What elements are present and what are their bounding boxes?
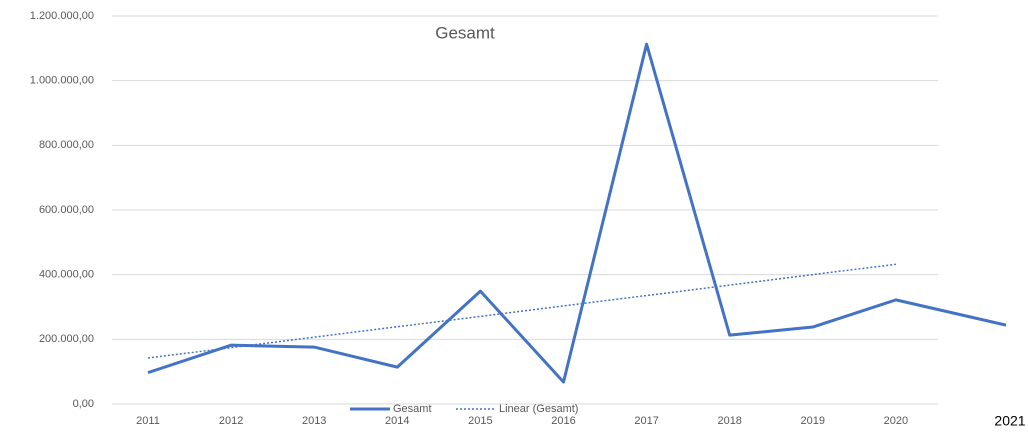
x-tick-label: 2020 — [884, 415, 908, 427]
legend-label: Gesamt — [393, 403, 432, 415]
x-tick-label: 2021 — [994, 413, 1025, 429]
chart-title: Gesamt — [435, 23, 495, 42]
legend-label: Linear (Gesamt) — [499, 403, 578, 415]
y-tick-label: 600.000,00 — [39, 204, 94, 216]
x-tick-label: 2017 — [634, 415, 658, 427]
trendline — [147, 263, 896, 359]
y-tick-label: 800.000,00 — [39, 139, 94, 151]
x-tick-label: 2013 — [302, 415, 326, 427]
x-tick-label: 2016 — [551, 415, 575, 427]
y-tick-label: 400.000,00 — [39, 269, 94, 281]
x-tick-label: 2015 — [468, 415, 492, 427]
y-tick-label: 0,00 — [73, 398, 94, 410]
y-tick-label: 1.200.000,00 — [30, 10, 94, 22]
x-tick-label: 2018 — [717, 415, 741, 427]
x-tick-label: 2014 — [385, 415, 409, 427]
x-tick-label: 2012 — [219, 415, 243, 427]
x-tick-label: 2019 — [801, 415, 825, 427]
data-line — [147, 42, 1007, 384]
y-tick-label: 200.000,00 — [39, 333, 94, 345]
x-tick-label: 2011 — [136, 415, 160, 427]
y-tick-label: 1.000.000,00 — [30, 75, 94, 87]
